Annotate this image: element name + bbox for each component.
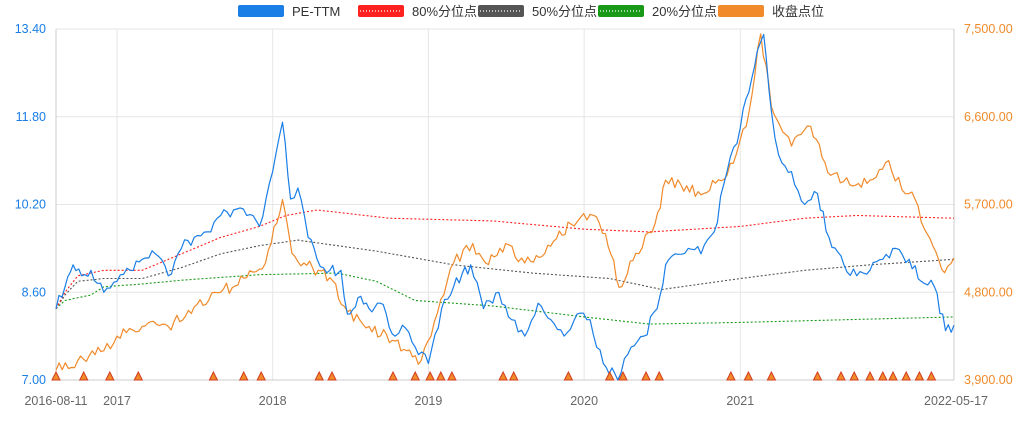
event-marker: [508, 370, 519, 381]
event-marker: [888, 370, 898, 381]
series-line-p20: [55, 272, 955, 325]
x-tick-label: 2017: [103, 394, 131, 408]
event-marker: [766, 370, 777, 381]
legend[interactable]: PE-TTM 80%分位点 50%分位点 20%分位点 收盘点位: [238, 4, 824, 19]
legend-swatch: [238, 5, 284, 17]
event-marker: [238, 370, 249, 381]
x-tick-label: 2018: [259, 394, 287, 408]
x-tick-label: 2019: [415, 394, 443, 408]
event-marker: [208, 370, 219, 381]
event-markers: [51, 370, 937, 381]
legend-label: 50%分位点: [532, 4, 597, 19]
y-left-tick-label: 7.00: [22, 373, 46, 387]
event-marker: [618, 370, 628, 381]
event-marker: [133, 370, 144, 381]
event-marker: [435, 370, 446, 381]
event-marker: [388, 370, 398, 381]
event-marker: [914, 370, 925, 381]
legend-item[interactable]: 80%分位点: [358, 4, 477, 19]
legend-swatch: [718, 5, 764, 17]
event-marker: [743, 370, 754, 381]
event-marker: [812, 370, 823, 381]
legend-label: 80%分位点: [412, 4, 477, 19]
x-tick-label: 2022-05-17: [924, 394, 988, 408]
y-right-tick-label: 7,500.00: [964, 22, 1013, 36]
y-right-tick-label: 3,900.00: [964, 373, 1013, 387]
legend-item[interactable]: 50%分位点: [478, 4, 597, 19]
x-tick-label: 2020: [570, 394, 598, 408]
event-marker: [641, 370, 651, 381]
event-marker: [327, 370, 337, 381]
axis-ticks: 7.00 3,900.00 8.60 4,800.00 10.20 5,700.00 11.…: [15, 22, 1013, 408]
legend-label: PE-TTM: [292, 4, 340, 19]
event-marker: [78, 370, 89, 381]
x-tick-label: 2021: [726, 394, 754, 408]
event-marker: [425, 370, 435, 381]
event-marker: [410, 370, 421, 381]
event-marker: [104, 370, 115, 381]
y-left-tick-label: 8.60: [22, 285, 46, 299]
grid-lines: [55, 28, 955, 381]
series-line-pe-ttm: [55, 33, 955, 381]
y-right-tick-label: 4,800.00: [964, 285, 1013, 299]
event-marker: [51, 370, 61, 381]
event-marker: [849, 370, 860, 381]
legend-label: 20%分位点: [652, 4, 717, 19]
event-marker: [314, 370, 325, 381]
event-marker: [901, 370, 912, 381]
y-left-tick-label: 11.80: [16, 110, 46, 124]
y-right-tick-label: 5,700.00: [964, 198, 1013, 212]
series-lines: [55, 33, 955, 381]
y-left-tick-label: 10.20: [15, 198, 46, 212]
series-line-close: [55, 33, 955, 371]
event-marker: [836, 370, 846, 381]
event-marker: [447, 370, 457, 381]
legend-item[interactable]: 20%分位点: [598, 4, 717, 19]
event-marker: [498, 370, 508, 381]
y-right-tick-label: 6,600.00: [964, 110, 1013, 124]
event-marker: [256, 370, 267, 381]
event-marker: [726, 370, 736, 381]
legend-item[interactable]: 收盘点位: [718, 4, 824, 19]
series-line-p50: [55, 239, 955, 310]
x-tick-label: 2016-08-11: [24, 394, 87, 408]
legend-item[interactable]: PE-TTM: [238, 4, 340, 19]
event-marker: [926, 370, 937, 381]
event-marker: [563, 370, 574, 381]
legend-label: 收盘点位: [772, 4, 824, 19]
series-line-p80: [55, 209, 955, 309]
event-marker: [604, 370, 615, 381]
y-left-tick-label: 13.40: [15, 22, 46, 36]
event-marker: [877, 370, 888, 381]
event-marker: [654, 370, 665, 381]
event-marker: [865, 370, 875, 381]
